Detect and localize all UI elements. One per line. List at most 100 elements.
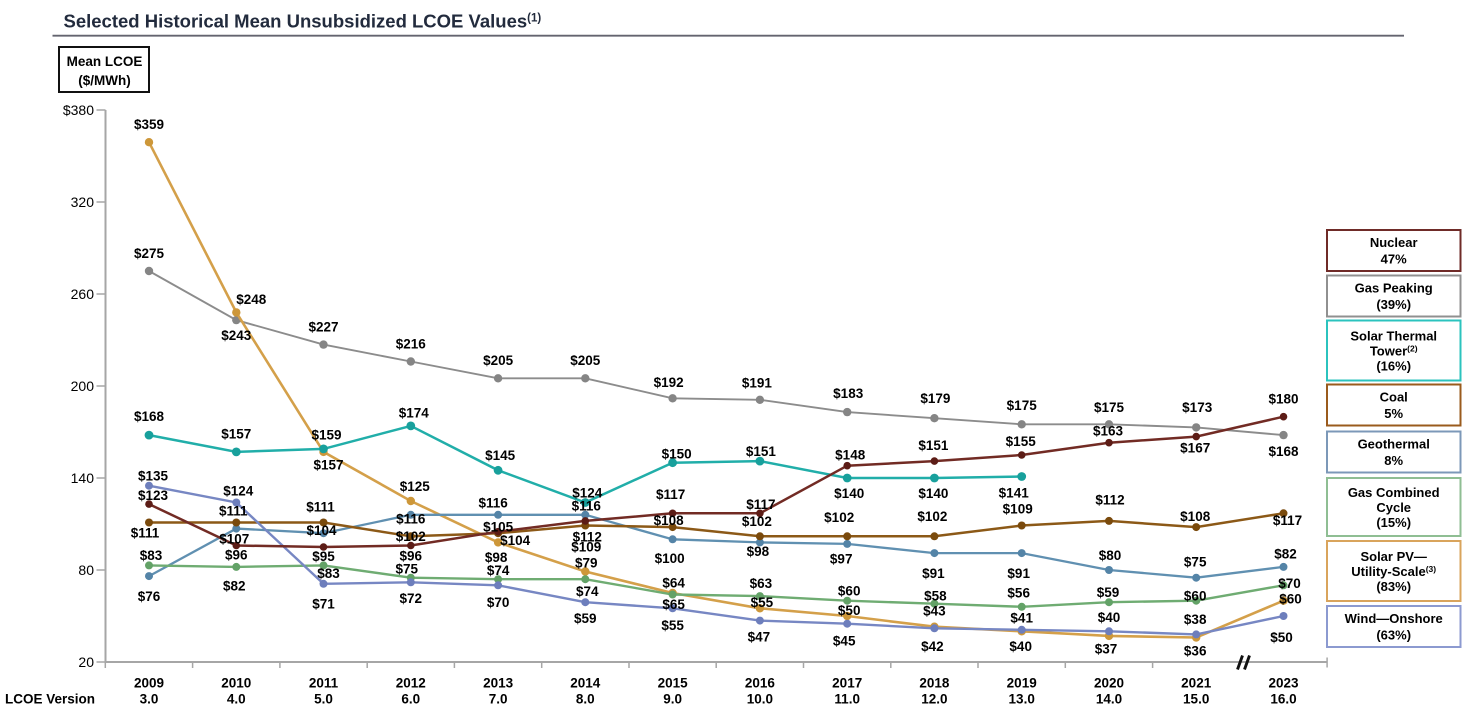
svg-text:$71: $71: [312, 597, 335, 612]
svg-text:7.0: 7.0: [489, 691, 508, 706]
svg-text:$174: $174: [399, 406, 430, 421]
svg-text:2017: 2017: [832, 675, 862, 690]
svg-text:$111: $111: [219, 503, 248, 518]
svg-text:(15%): (15%): [1376, 515, 1411, 530]
svg-text:$82: $82: [1274, 547, 1297, 562]
svg-text:Tower(2): Tower(2): [1370, 343, 1418, 358]
svg-text:2012: 2012: [396, 675, 426, 690]
svg-text:LCOE Version: LCOE Version: [5, 691, 95, 706]
svg-text:$104: $104: [306, 523, 337, 538]
svg-text:$179: $179: [920, 391, 950, 406]
svg-text:Solar PV—: Solar PV—: [1360, 549, 1426, 564]
svg-text:$135: $135: [138, 469, 169, 484]
svg-text:13.0: 13.0: [1009, 691, 1035, 706]
svg-text:$125: $125: [400, 479, 431, 494]
svg-text:$102: $102: [824, 510, 854, 525]
svg-text:$95: $95: [312, 549, 335, 564]
svg-text:$180: $180: [1268, 392, 1298, 407]
svg-text:$167: $167: [1180, 440, 1210, 455]
svg-text:14.0: 14.0: [1096, 691, 1122, 706]
svg-text:Cycle: Cycle: [1376, 500, 1411, 515]
svg-text:Selected Historical Mean Unsub: Selected Historical Mean Unsubsidized LC…: [64, 11, 542, 32]
svg-text:$157: $157: [221, 427, 251, 442]
svg-text:$157: $157: [313, 458, 343, 473]
svg-text:$41: $41: [1010, 611, 1033, 626]
svg-text:$70: $70: [487, 595, 510, 610]
svg-text:$36: $36: [1184, 643, 1207, 658]
svg-text:$155: $155: [1006, 434, 1037, 449]
svg-text:4.0: 4.0: [227, 691, 246, 706]
svg-text:$117: $117: [746, 497, 775, 512]
svg-text:$248: $248: [236, 292, 267, 307]
svg-text:$124: $124: [223, 483, 254, 498]
svg-text:$38: $38: [1184, 612, 1207, 627]
svg-text:2016: 2016: [745, 675, 776, 690]
svg-text:2018: 2018: [919, 675, 950, 690]
svg-text:Nuclear: Nuclear: [1370, 235, 1418, 250]
svg-text:$148: $148: [835, 448, 866, 463]
svg-text:$83: $83: [140, 548, 163, 563]
svg-text:5%: 5%: [1384, 406, 1403, 421]
svg-text:$140: $140: [834, 486, 864, 501]
svg-text:$96: $96: [400, 548, 423, 563]
svg-text:$117: $117: [656, 487, 685, 502]
svg-text:$37: $37: [1095, 642, 1118, 657]
svg-text:2011: 2011: [309, 675, 339, 690]
svg-text:$380: $380: [63, 102, 94, 118]
svg-text:$168: $168: [134, 409, 165, 424]
svg-text:$58: $58: [924, 589, 947, 604]
svg-text:5.0: 5.0: [314, 691, 333, 706]
svg-text:2010: 2010: [221, 675, 251, 690]
svg-text:20: 20: [78, 654, 94, 670]
svg-text:2023: 2023: [1268, 675, 1299, 690]
svg-text:$105: $105: [483, 520, 514, 535]
svg-text:$91: $91: [922, 566, 945, 581]
svg-text:$82: $82: [223, 579, 246, 594]
svg-text:($/MWh): ($/MWh): [78, 73, 130, 88]
svg-text:$104: $104: [500, 533, 531, 548]
svg-text:$91: $91: [1007, 566, 1030, 581]
svg-text:8%: 8%: [1384, 453, 1403, 468]
svg-text:$75: $75: [1184, 555, 1207, 570]
svg-text:$141: $141: [999, 485, 1030, 500]
svg-text:$112: $112: [1095, 493, 1124, 508]
svg-text:$96: $96: [225, 547, 248, 562]
svg-text:16.0: 16.0: [1270, 691, 1296, 706]
svg-text:260: 260: [71, 286, 95, 302]
svg-text:$102: $102: [742, 514, 772, 529]
svg-text:$116: $116: [572, 499, 602, 514]
svg-text:$168: $168: [1268, 444, 1299, 459]
svg-text:2021: 2021: [1181, 675, 1212, 690]
svg-text:$64: $64: [662, 575, 685, 590]
svg-text:Coal: Coal: [1380, 390, 1408, 405]
svg-text:9.0: 9.0: [663, 691, 682, 706]
svg-text:$43: $43: [923, 604, 946, 619]
svg-text:$111: $111: [131, 525, 160, 540]
svg-text:2009: 2009: [134, 675, 164, 690]
svg-text:2015: 2015: [658, 675, 689, 690]
svg-text:$98: $98: [747, 544, 770, 559]
svg-text:$192: $192: [654, 375, 684, 390]
svg-text:$50: $50: [1270, 630, 1293, 645]
svg-text:$116: $116: [396, 512, 426, 527]
svg-text:$175: $175: [1094, 400, 1125, 415]
svg-text:$173: $173: [1182, 400, 1213, 415]
svg-text:2013: 2013: [483, 675, 514, 690]
svg-text:$116: $116: [478, 496, 508, 511]
svg-text:$98: $98: [485, 550, 508, 565]
svg-text:$83: $83: [317, 566, 340, 581]
svg-text:Utility-Scale(3): Utility-Scale(3): [1351, 564, 1436, 579]
svg-text:15.0: 15.0: [1183, 691, 1209, 706]
svg-text:140: 140: [71, 470, 95, 486]
svg-text:Gas Peaking: Gas Peaking: [1355, 281, 1433, 296]
svg-text:$55: $55: [661, 618, 684, 633]
svg-text:$40: $40: [1098, 610, 1121, 625]
svg-text:(63%): (63%): [1376, 628, 1411, 643]
svg-text:$111: $111: [306, 499, 335, 514]
svg-text:$50: $50: [838, 603, 861, 618]
svg-text:3.0: 3.0: [140, 691, 159, 706]
svg-text:$123: $123: [138, 488, 169, 503]
svg-text:(16%): (16%): [1376, 358, 1411, 373]
svg-text:$45: $45: [833, 634, 856, 649]
svg-text:$56: $56: [1007, 586, 1030, 601]
